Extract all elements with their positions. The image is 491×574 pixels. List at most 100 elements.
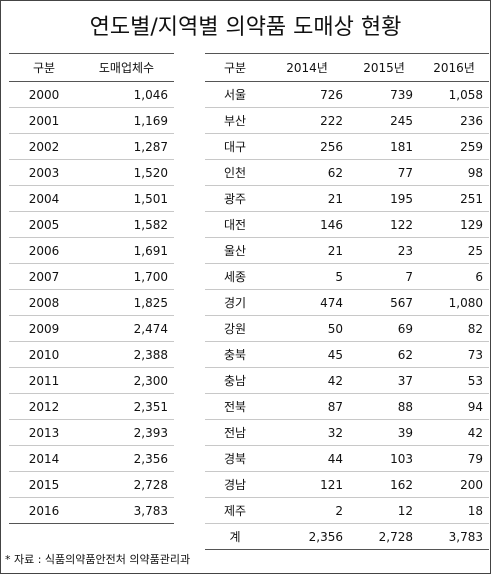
row: 충남 42 37 53 — [205, 367, 489, 394]
row: 2010 2,388 — [9, 341, 174, 368]
row: 2008 1,825 — [9, 289, 174, 316]
cell: 162 — [349, 471, 419, 498]
cell: 37 — [349, 367, 419, 394]
cell: 1,825 — [79, 289, 174, 316]
row: 경기 474 567 1,080 — [205, 289, 489, 316]
cell: 62 — [265, 159, 349, 186]
row: 울산 21 23 25 — [205, 237, 489, 264]
row: 충북 45 62 73 — [205, 341, 489, 368]
cell: 1,046 — [79, 81, 174, 108]
cell: 2011 — [9, 367, 79, 394]
cell: 77 — [349, 159, 419, 186]
cell: 146 — [265, 211, 349, 238]
row: 2003 1,520 — [9, 159, 174, 186]
cell: 2002 — [9, 133, 79, 160]
cell: 726 — [265, 81, 349, 108]
row: 인천 62 77 98 — [205, 159, 489, 186]
cell: 2,300 — [79, 367, 174, 394]
cell: 1,520 — [79, 159, 174, 186]
cell: 739 — [349, 81, 419, 108]
cell: 제주 — [205, 497, 265, 524]
cell: 32 — [265, 419, 349, 446]
cell: 21 — [265, 185, 349, 212]
cell: 2,356 — [79, 445, 174, 472]
row: 2005 1,582 — [9, 211, 174, 238]
cell: 129 — [419, 211, 489, 238]
cell: 3,783 — [79, 497, 174, 524]
cell: 2007 — [9, 263, 79, 290]
cell: 7 — [349, 263, 419, 290]
cell: 2008 — [9, 289, 79, 316]
row: 전남 32 39 42 — [205, 419, 489, 446]
cell: 계 — [205, 523, 265, 550]
cell: 236 — [419, 107, 489, 134]
row: 2012 2,351 — [9, 393, 174, 420]
cell: 세종 — [205, 263, 265, 290]
cell: 2,356 — [265, 523, 349, 550]
cell: 1,691 — [79, 237, 174, 264]
row: 제주 2 12 18 — [205, 497, 489, 524]
header-cell: 도매업체수 — [79, 53, 174, 82]
cell: 50 — [265, 315, 349, 342]
header-cell: 구분 — [205, 53, 265, 82]
cell: 98 — [419, 159, 489, 186]
cell: 광주 — [205, 185, 265, 212]
cell: 3,783 — [419, 523, 489, 550]
cell: 1,287 — [79, 133, 174, 160]
cell: 경기 — [205, 289, 265, 316]
cell: 42 — [265, 367, 349, 394]
cell: 2016 — [9, 497, 79, 524]
cell: 경북 — [205, 445, 265, 472]
header-cell: 2015년 — [349, 53, 419, 82]
cell: 18 — [419, 497, 489, 524]
row: 2009 2,474 — [9, 315, 174, 342]
cell: 대전 — [205, 211, 265, 238]
cell: 2004 — [9, 185, 79, 212]
cell: 2015 — [9, 471, 79, 498]
cell: 2010 — [9, 341, 79, 368]
row: 경북 44 103 79 — [205, 445, 489, 472]
row: 서울 726 739 1,058 — [205, 81, 489, 108]
cell: 2003 — [9, 159, 79, 186]
row: 2011 2,300 — [9, 367, 174, 394]
cell: 53 — [419, 367, 489, 394]
cell: 2,728 — [79, 471, 174, 498]
cell: 부산 — [205, 107, 265, 134]
cell: 2012 — [9, 393, 79, 420]
cell: 2,351 — [79, 393, 174, 420]
row: 2015 2,728 — [9, 471, 174, 498]
cell: 200 — [419, 471, 489, 498]
header-cell: 2016년 — [419, 53, 489, 82]
cell: 103 — [349, 445, 419, 472]
cell: 충남 — [205, 367, 265, 394]
cell: 181 — [349, 133, 419, 160]
cell: 2001 — [9, 107, 79, 134]
cell: 222 — [265, 107, 349, 134]
row: 대구 256 181 259 — [205, 133, 489, 160]
cell: 울산 — [205, 237, 265, 264]
row: 2013 2,393 — [9, 419, 174, 446]
cell: 79 — [419, 445, 489, 472]
cell: 62 — [349, 341, 419, 368]
cell: 259 — [419, 133, 489, 160]
cell: 2,393 — [79, 419, 174, 446]
row: 광주 21 195 251 — [205, 185, 489, 212]
header-row: 구분 2014년 2015년 2016년 — [205, 53, 489, 82]
cell: 전북 — [205, 393, 265, 420]
cell: 245 — [349, 107, 419, 134]
row: 2006 1,691 — [9, 237, 174, 264]
cell: 87 — [265, 393, 349, 420]
row: 강원 50 69 82 — [205, 315, 489, 342]
header-cell: 구분 — [9, 53, 79, 82]
cell: 1,501 — [79, 185, 174, 212]
cell: 6 — [419, 263, 489, 290]
cell: 2,728 — [349, 523, 419, 550]
cell: 2009 — [9, 315, 79, 342]
cell: 충북 — [205, 341, 265, 368]
row: 부산 222 245 236 — [205, 107, 489, 134]
row: 대전 146 122 129 — [205, 211, 489, 238]
cell: 전남 — [205, 419, 265, 446]
cell: 44 — [265, 445, 349, 472]
cell: 1,080 — [419, 289, 489, 316]
